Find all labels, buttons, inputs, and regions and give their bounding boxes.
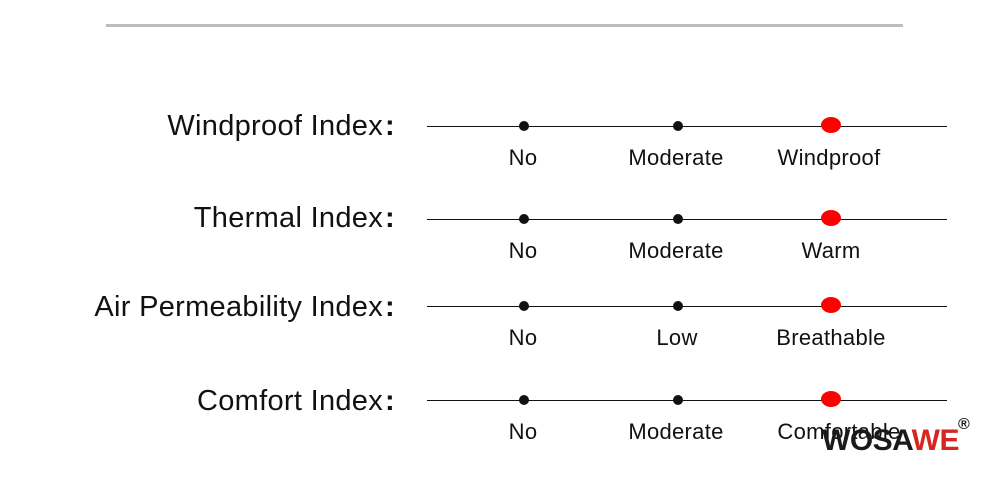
air-permeability-index-label: Air Permeability Index:	[94, 291, 395, 323]
thermal-dot-moderate	[673, 214, 683, 224]
air-permeability-level-3: Breathable	[776, 325, 886, 350]
comfort-level-2: Moderate	[628, 419, 724, 444]
air-permeability-dot-low	[673, 301, 683, 311]
windproof-level-3: Windproof	[777, 145, 881, 170]
comfort-dot-no	[519, 395, 529, 405]
windproof-dot-no	[519, 121, 529, 131]
comfort-dot-moderate	[673, 395, 683, 405]
comfort-level-1: No	[508, 419, 538, 444]
comfort-dot-selected	[821, 391, 841, 407]
registered-mark: ®	[958, 416, 970, 433]
air-permeability-level-2: Low	[656, 325, 698, 350]
air-permeability-dot-selected	[821, 297, 841, 313]
top-divider	[106, 24, 903, 27]
windproof-level-1: No	[508, 145, 538, 170]
thermal-level-3: Warm	[801, 238, 861, 263]
thermal-scale-line	[427, 219, 947, 220]
air-permeability-dot-no	[519, 301, 529, 311]
windproof-level-2: Moderate	[628, 145, 724, 170]
comfort-index-label: Comfort Index:	[197, 385, 395, 417]
windproof-scale-line	[427, 126, 947, 127]
wosawe-logo: WOSAWE	[822, 424, 960, 457]
thermal-dot-no	[519, 214, 529, 224]
windproof-dot-selected	[821, 117, 841, 133]
air-permeability-level-1: No	[508, 325, 538, 350]
thermal-level-2: Moderate	[628, 238, 724, 263]
air-permeability-scale-line	[427, 306, 947, 307]
windproof-index-label: Windproof Index:	[167, 110, 395, 142]
thermal-index-label: Thermal Index:	[193, 202, 395, 234]
thermal-level-1: No	[508, 238, 538, 263]
comfort-scale-line	[427, 400, 947, 401]
windproof-dot-moderate	[673, 121, 683, 131]
thermal-dot-selected	[821, 210, 841, 226]
comfort-level-3: Comfortable	[777, 419, 901, 444]
